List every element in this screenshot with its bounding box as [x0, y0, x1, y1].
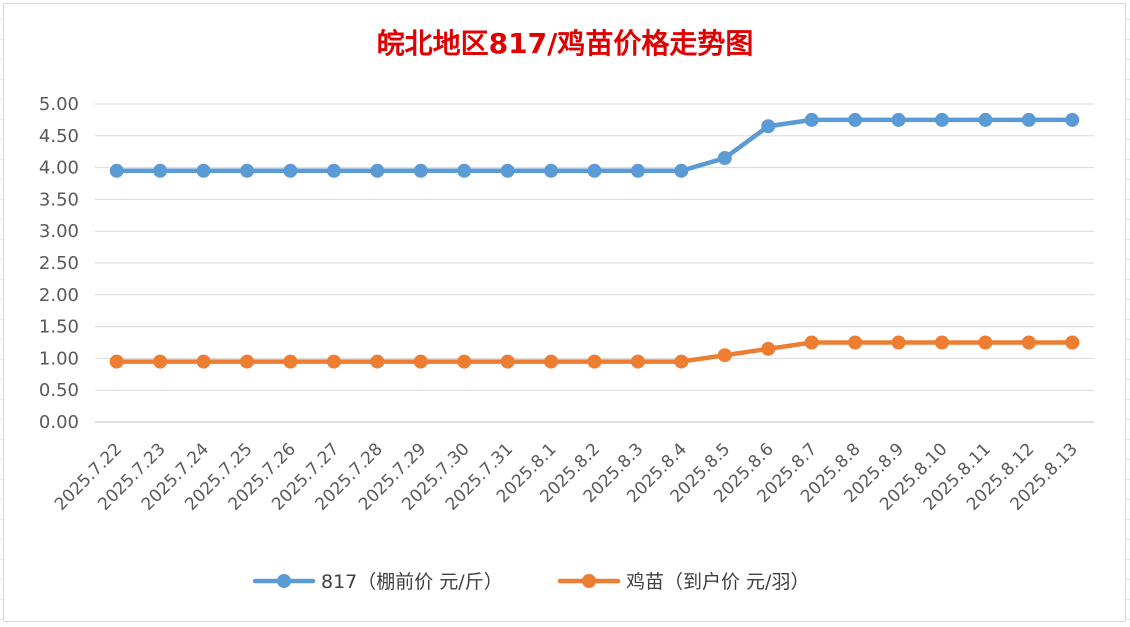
data-point [717, 151, 732, 166]
data-point [457, 354, 472, 369]
data-point [934, 335, 949, 350]
data-point [326, 354, 341, 369]
data-point [240, 354, 255, 369]
data-point [283, 354, 298, 369]
data-point [761, 119, 776, 134]
series-1 [109, 112, 1080, 178]
legend: 817（棚前价 元/斤） 鸡苗（到户价 元/羽） [252, 571, 809, 593]
series-layer [109, 112, 1080, 369]
data-point [326, 163, 341, 178]
data-point [848, 335, 863, 350]
data-point [196, 163, 211, 178]
data-point [630, 163, 645, 178]
data-point [630, 354, 645, 369]
data-point [674, 354, 689, 369]
y-tick-label: 0.50 [39, 380, 79, 401]
y-tick-label: 2.00 [39, 285, 79, 306]
chart-title: 皖北地区817/鸡苗价格走势图 [377, 27, 754, 60]
data-point [978, 112, 993, 127]
y-tick-label: 3.00 [39, 221, 79, 242]
x-axis-ticks: 2025.7.222025.7.232025.7.242025.7.252025… [51, 439, 1082, 514]
y-tick-label: 1.00 [39, 348, 79, 369]
data-point [891, 112, 906, 127]
data-point [804, 335, 819, 350]
data-point [500, 354, 515, 369]
data-point [848, 112, 863, 127]
data-point [413, 354, 428, 369]
legend-item: 817（棚前价 元/斤） [252, 571, 503, 593]
data-point [457, 163, 472, 178]
data-point [587, 163, 602, 178]
data-point [370, 163, 385, 178]
y-tick-label: 5.00 [39, 94, 79, 115]
data-point [370, 354, 385, 369]
data-point [674, 163, 689, 178]
series-2 [109, 335, 1080, 369]
legend-item: 鸡苗（到户价 元/羽） [557, 571, 809, 593]
y-axis-ticks: 0.00 0.50 1.00 1.50 2.00 2.50 3.00 3.50 4.00 4.50… [39, 94, 79, 433]
data-point [109, 163, 124, 178]
data-point [1021, 112, 1036, 127]
data-point [153, 354, 168, 369]
data-point [240, 163, 255, 178]
data-point [978, 335, 993, 350]
legend-marker [277, 574, 291, 588]
data-point [761, 341, 776, 356]
legend-label: 817（棚前价 元/斤） [321, 571, 503, 593]
data-point [544, 354, 559, 369]
data-point [109, 354, 124, 369]
chart-area[interactable] [3, 3, 1126, 622]
data-point [717, 348, 732, 363]
data-point [934, 112, 949, 127]
data-point [1021, 335, 1036, 350]
series-line [114, 117, 1075, 174]
data-point [587, 354, 602, 369]
data-point [413, 163, 428, 178]
y-tick-label: 1.50 [39, 317, 79, 338]
data-point [544, 163, 559, 178]
data-point [1065, 112, 1080, 127]
y-tick-label: 0.00 [39, 412, 79, 433]
legend-label: 鸡苗（到户价 元/羽） [626, 571, 809, 593]
y-tick-label: 2.50 [39, 253, 79, 274]
data-point [804, 112, 819, 127]
y-tick-label: 4.50 [39, 126, 79, 147]
data-point [891, 335, 906, 350]
data-point [500, 163, 515, 178]
legend-marker [582, 574, 596, 588]
data-point [153, 163, 168, 178]
data-point [283, 163, 298, 178]
y-tick-label: 3.50 [39, 189, 79, 210]
y-tick-label: 4.00 [39, 158, 79, 179]
data-point [1065, 335, 1080, 350]
data-point [196, 354, 211, 369]
gridlines [95, 103, 1094, 423]
